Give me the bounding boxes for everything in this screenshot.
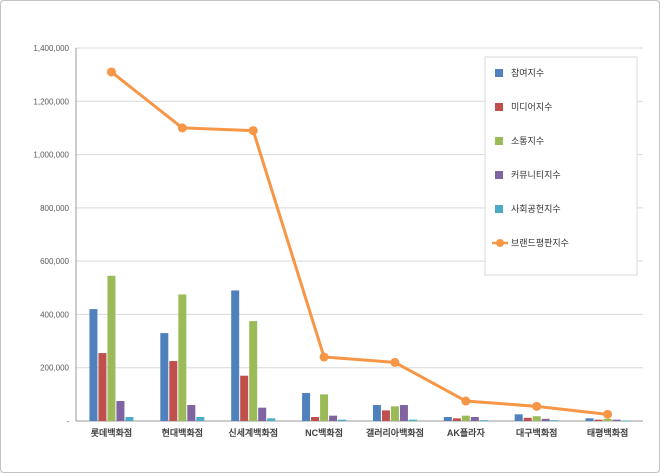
bar-참여지수 xyxy=(302,393,311,421)
y-axis-tick-label: 600,000 xyxy=(40,257,69,266)
bar-참여지수 xyxy=(372,405,381,421)
legend-label: 커뮤니티지수 xyxy=(511,170,561,180)
line-marker xyxy=(461,396,471,406)
bar-소통지수 xyxy=(107,275,116,421)
legend-label: 소통지수 xyxy=(511,136,544,146)
line-marker xyxy=(532,401,542,411)
x-axis-category-label: 롯데백화점 xyxy=(91,427,132,438)
line-marker xyxy=(319,352,329,362)
line-브랜드평판지수 xyxy=(110,70,608,416)
bar-미디어지수 xyxy=(311,417,320,421)
bar-소통지수 xyxy=(603,418,612,421)
line-marker xyxy=(248,126,258,136)
legend-marker-브랜드평판지수 xyxy=(496,239,504,247)
bar-소통지수 xyxy=(178,294,187,421)
legend-marker-소통지수 xyxy=(495,137,503,145)
bar-미디어지수 xyxy=(240,375,249,421)
y-axis-tick-label: 400,000 xyxy=(40,310,69,319)
bar-커뮤니티지수 xyxy=(329,415,338,421)
legend-marker-미디어지수 xyxy=(495,103,503,111)
bar-커뮤니티지수 xyxy=(187,405,196,421)
x-axis-category-label: 갤러리아백화점 xyxy=(366,427,424,438)
line-marker xyxy=(390,357,400,367)
legend-marker-사회공헌지수 xyxy=(495,205,503,213)
bar-미디어지수 xyxy=(381,410,390,421)
line-marker xyxy=(177,123,187,133)
bar-소통지수 xyxy=(320,394,329,421)
bar-사회공헌지수 xyxy=(338,419,347,421)
x-axis-category-label: 대구백화점 xyxy=(516,427,557,438)
line-marker xyxy=(603,409,613,419)
y-axis-tick-label: 1,200,000 xyxy=(33,97,69,106)
bar-참여지수 xyxy=(89,309,98,421)
bar-커뮤니티지수 xyxy=(612,419,621,421)
legend-marker-커뮤니티지수 xyxy=(495,171,503,179)
bar-소통지수 xyxy=(390,406,399,421)
bar-커뮤니티지수 xyxy=(399,405,408,421)
bar-커뮤니티지수 xyxy=(258,407,267,421)
legend-box xyxy=(484,56,638,276)
bar-사회공헌지수 xyxy=(550,420,559,422)
y-axis-tick-label: 800,000 xyxy=(40,204,69,213)
y-axis-tick-label: 1,000,000 xyxy=(33,151,69,160)
x-axis-category-label: 신세계백화점 xyxy=(228,427,278,438)
bar-미디어지수 xyxy=(452,418,461,421)
bar-참여지수 xyxy=(443,417,452,421)
x-axis-category-label: 현대백화점 xyxy=(162,427,203,438)
legend-marker-참여지수 xyxy=(495,69,503,77)
bar-사회공헌지수 xyxy=(125,417,134,421)
bar-소통지수 xyxy=(249,321,258,421)
bar-사회공헌지수 xyxy=(479,420,488,422)
bar-커뮤니티지수 xyxy=(541,418,550,421)
bar-미디어지수 xyxy=(594,419,603,421)
bar-참여지수 xyxy=(514,414,523,421)
x-axis-category-label: AK플라자 xyxy=(447,427,486,438)
line-marker xyxy=(106,67,116,77)
bar-커뮤니티지수 xyxy=(116,401,125,421)
legend-label: 미디어지수 xyxy=(511,102,552,112)
y-axis-tick-label: - xyxy=(66,417,69,426)
legend-label: 브랜드평판지수 xyxy=(511,238,569,248)
bar-미디어지수 xyxy=(169,361,178,421)
bar-커뮤니티지수 xyxy=(470,417,479,421)
bar-참여지수 xyxy=(231,290,240,421)
bar-사회공헌지수 xyxy=(196,417,205,421)
x-axis-category-label: NC백화점 xyxy=(305,427,343,438)
y-axis-tick-label: 200,000 xyxy=(40,364,69,373)
bar-미디어지수 xyxy=(98,353,107,421)
bar-참여지수 xyxy=(160,333,169,421)
legend-label: 사회공헌지수 xyxy=(511,204,561,214)
bar-소통지수 xyxy=(532,416,541,421)
x-axis-category-label: 태평백화점 xyxy=(587,427,628,438)
bar-소통지수 xyxy=(461,415,470,421)
bar-사회공헌지수 xyxy=(267,418,276,421)
bar-사회공헌지수 xyxy=(621,420,630,422)
y-axis-tick-label: 1,400,000 xyxy=(33,44,69,53)
bar-사회공헌지수 xyxy=(408,419,417,421)
bar-미디어지수 xyxy=(523,417,532,421)
bar-참여지수 xyxy=(585,418,594,421)
legend-label: 참여지수 xyxy=(511,67,544,78)
